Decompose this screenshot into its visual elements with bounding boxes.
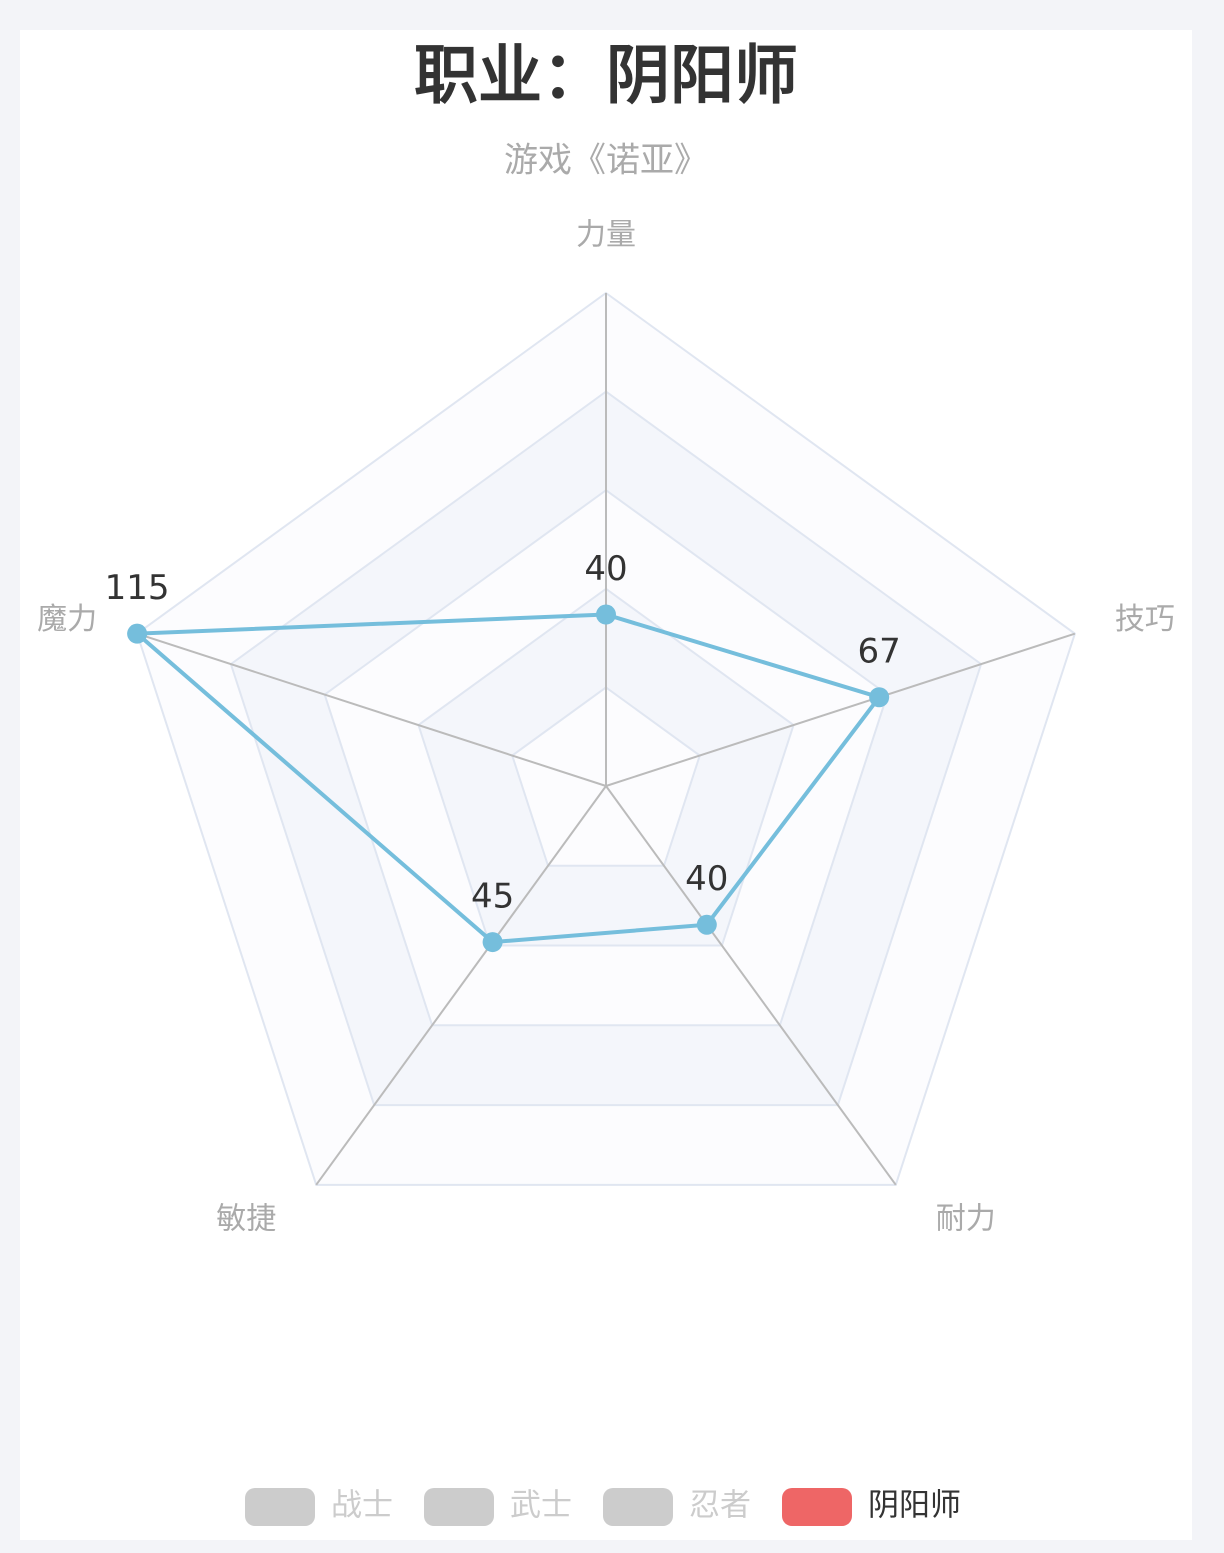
indicator-label: 魔力 bbox=[37, 602, 97, 637]
data-point bbox=[696, 914, 717, 935]
value-label: 115 bbox=[105, 568, 170, 608]
axis-line bbox=[315, 785, 607, 1186]
data-point bbox=[127, 623, 148, 644]
legend-label[interactable]: 阴阳师 bbox=[868, 1488, 961, 1524]
legend-swatch[interactable] bbox=[424, 1488, 494, 1526]
legend-swatch[interactable] bbox=[603, 1488, 673, 1526]
value-label: 45 bbox=[471, 877, 514, 917]
data-point bbox=[596, 604, 616, 625]
series-line bbox=[132, 612, 883, 945]
indicator-label: 敏捷 bbox=[216, 1201, 276, 1236]
value-label: 40 bbox=[584, 549, 627, 589]
axis-line bbox=[605, 632, 1076, 787]
data-point bbox=[482, 932, 503, 953]
data-point bbox=[869, 687, 890, 708]
indicator-label: 力量 bbox=[576, 218, 636, 253]
legend-swatch[interactable] bbox=[782, 1488, 852, 1526]
axis-line bbox=[136, 632, 607, 787]
chart-title: 职业：阴阳师 bbox=[414, 40, 798, 114]
legend-label[interactable]: 战士 bbox=[331, 1488, 393, 1524]
legend-label[interactable]: 忍者 bbox=[689, 1488, 751, 1524]
value-label: 67 bbox=[858, 632, 901, 672]
legend-swatch[interactable] bbox=[245, 1488, 315, 1526]
legend-label[interactable]: 武士 bbox=[510, 1488, 572, 1524]
indicator-label: 技巧 bbox=[1115, 602, 1175, 637]
axis-line bbox=[605, 785, 897, 1186]
indicator-label: 耐力 bbox=[936, 1201, 996, 1236]
value-label: 40 bbox=[685, 859, 728, 899]
chart-subtitle: 游戏《诺亚》 bbox=[504, 141, 708, 181]
